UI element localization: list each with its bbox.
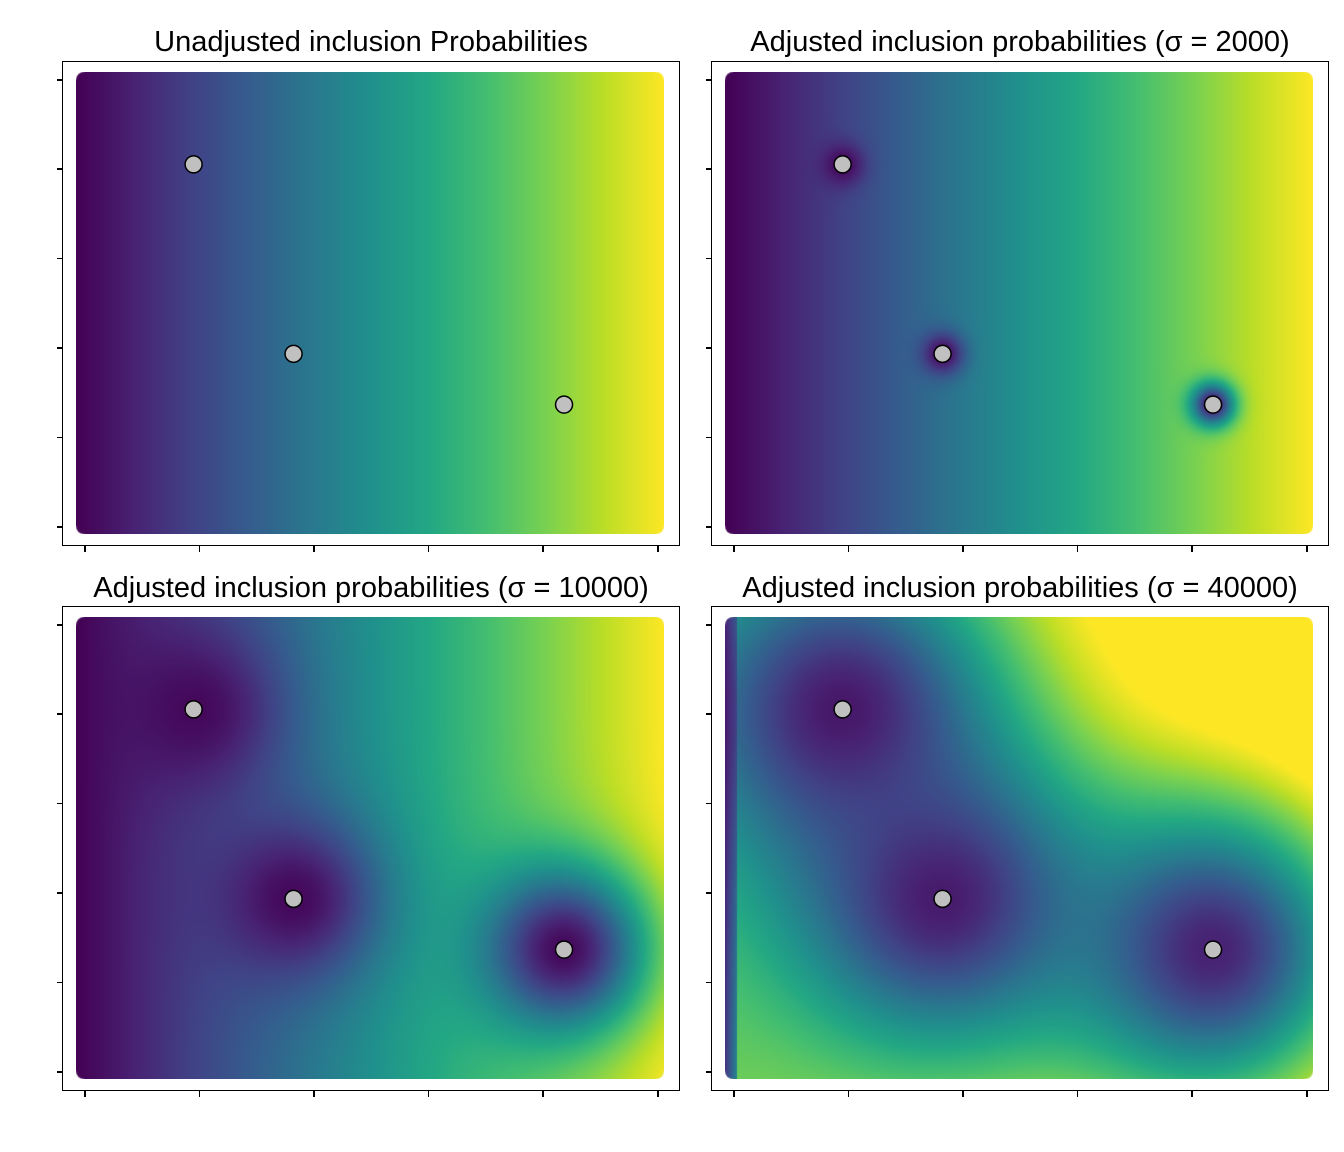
x-tick [1306,1091,1308,1097]
heatmap-panel-unadjusted: Unadjusted inclusion Probabilities [0,0,690,560]
y-tick [706,526,712,528]
panel-title: Adjusted inclusion probabilities (σ = 40… [742,572,1298,604]
heatmap-panel-sigma-2000: Adjusted inclusion probabilities (σ = 20… [0,0,1344,560]
sample-point [933,889,952,909]
y-tick [57,347,63,349]
panel-title: Adjusted inclusion probabilities (σ = 10… [93,572,649,604]
x-tick [1076,1091,1079,1097]
x-tick [1191,546,1193,552]
y-tick [706,347,712,349]
sample-point [1203,940,1223,959]
y-tick [57,1071,63,1073]
x-tick [1191,1091,1193,1097]
plot-frame [62,606,680,1091]
x-tick [733,546,735,552]
y-tick [57,79,63,81]
sample-point [833,155,852,174]
x-tick [84,1091,86,1097]
sample-point [554,940,574,959]
x-tick [313,546,315,552]
plot-frame [62,61,680,546]
y-tick [57,168,63,170]
y-tick [706,1071,712,1073]
y-tick [57,981,63,984]
x-tick [962,1091,964,1097]
y-tick [706,802,712,805]
points-overlay [184,155,574,414]
y-tick [57,892,63,894]
sample-point [184,700,203,719]
x-tick [733,1091,735,1097]
y-tick [706,624,712,626]
heatmap-canvas [725,72,1313,534]
heatmap-canvas [76,72,664,534]
plot-frame [711,61,1329,546]
y-tick [57,713,63,715]
x-tick [542,1091,544,1097]
sample-point [933,344,952,364]
x-tick [657,546,659,552]
y-tick [706,257,712,260]
sample-point [1203,395,1223,414]
x-tick [1306,546,1308,552]
heatmap-panel-sigma-10000: Adjusted inclusion probabilities (σ = 10… [57,572,680,1097]
y-tick [57,624,63,626]
points-overlay [184,700,574,959]
heatmap-canvas [76,617,664,1079]
y-tick [57,436,63,439]
panel-title: Unadjusted inclusion Probabilities [154,26,588,58]
plot-frame [711,606,1329,1091]
x-tick [313,1091,315,1097]
y-tick [57,257,63,260]
x-tick [657,1091,659,1097]
y-tick [57,526,63,528]
y-tick [706,79,712,81]
sample-point [184,155,203,174]
y-tick [706,436,712,439]
sample-point [554,395,574,414]
panel-title: Adjusted inclusion probabilities (σ = 20… [750,26,1290,58]
y-tick [706,981,712,984]
points-overlay [833,155,1223,414]
x-tick [847,1091,850,1097]
sample-point [284,889,303,909]
x-tick [84,546,86,552]
y-tick [706,168,712,170]
sample-point [833,700,852,719]
x-tick [1076,546,1079,552]
y-tick [706,713,712,715]
sample-point [284,344,303,364]
x-tick [427,1091,430,1097]
x-tick [427,546,430,552]
x-tick [962,546,964,552]
x-tick [542,546,544,552]
x-tick [198,1091,201,1097]
heatmap-canvas [725,617,1313,1079]
x-tick [198,546,201,552]
y-tick [57,802,63,805]
y-tick [706,892,712,894]
x-tick [847,546,850,552]
